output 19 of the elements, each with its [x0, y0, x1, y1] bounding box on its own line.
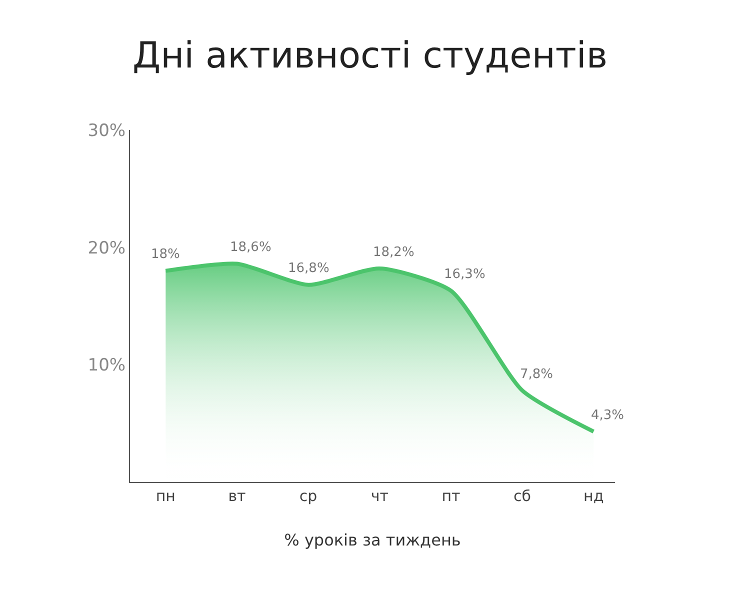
data-label: 16,8% [288, 261, 330, 276]
data-label: 4,3% [591, 408, 624, 423]
x-tick-label: пт [442, 487, 460, 505]
y-tick-label: 30% [88, 120, 126, 141]
x-axis-title: % уроків за тиждень [284, 530, 461, 550]
x-tick-label: нд [584, 487, 604, 505]
data-label: 7,8% [520, 367, 554, 382]
x-tick-label: ср [299, 487, 318, 505]
chart-title: Дні активності студентів [132, 35, 608, 76]
data-label: 18,2% [373, 245, 414, 260]
y-tick-label: 10% [88, 356, 126, 376]
data-label: 16,3% [444, 267, 486, 282]
x-tick-label: пн [156, 487, 176, 505]
data-label: 18% [151, 247, 180, 262]
data-label: 18,6% [230, 240, 272, 255]
x-tick-label: вт [228, 487, 246, 505]
x-tick-label: чт [370, 487, 389, 505]
y-tick-label: 20% [88, 238, 126, 258]
x-tick-label: сб [514, 487, 532, 505]
